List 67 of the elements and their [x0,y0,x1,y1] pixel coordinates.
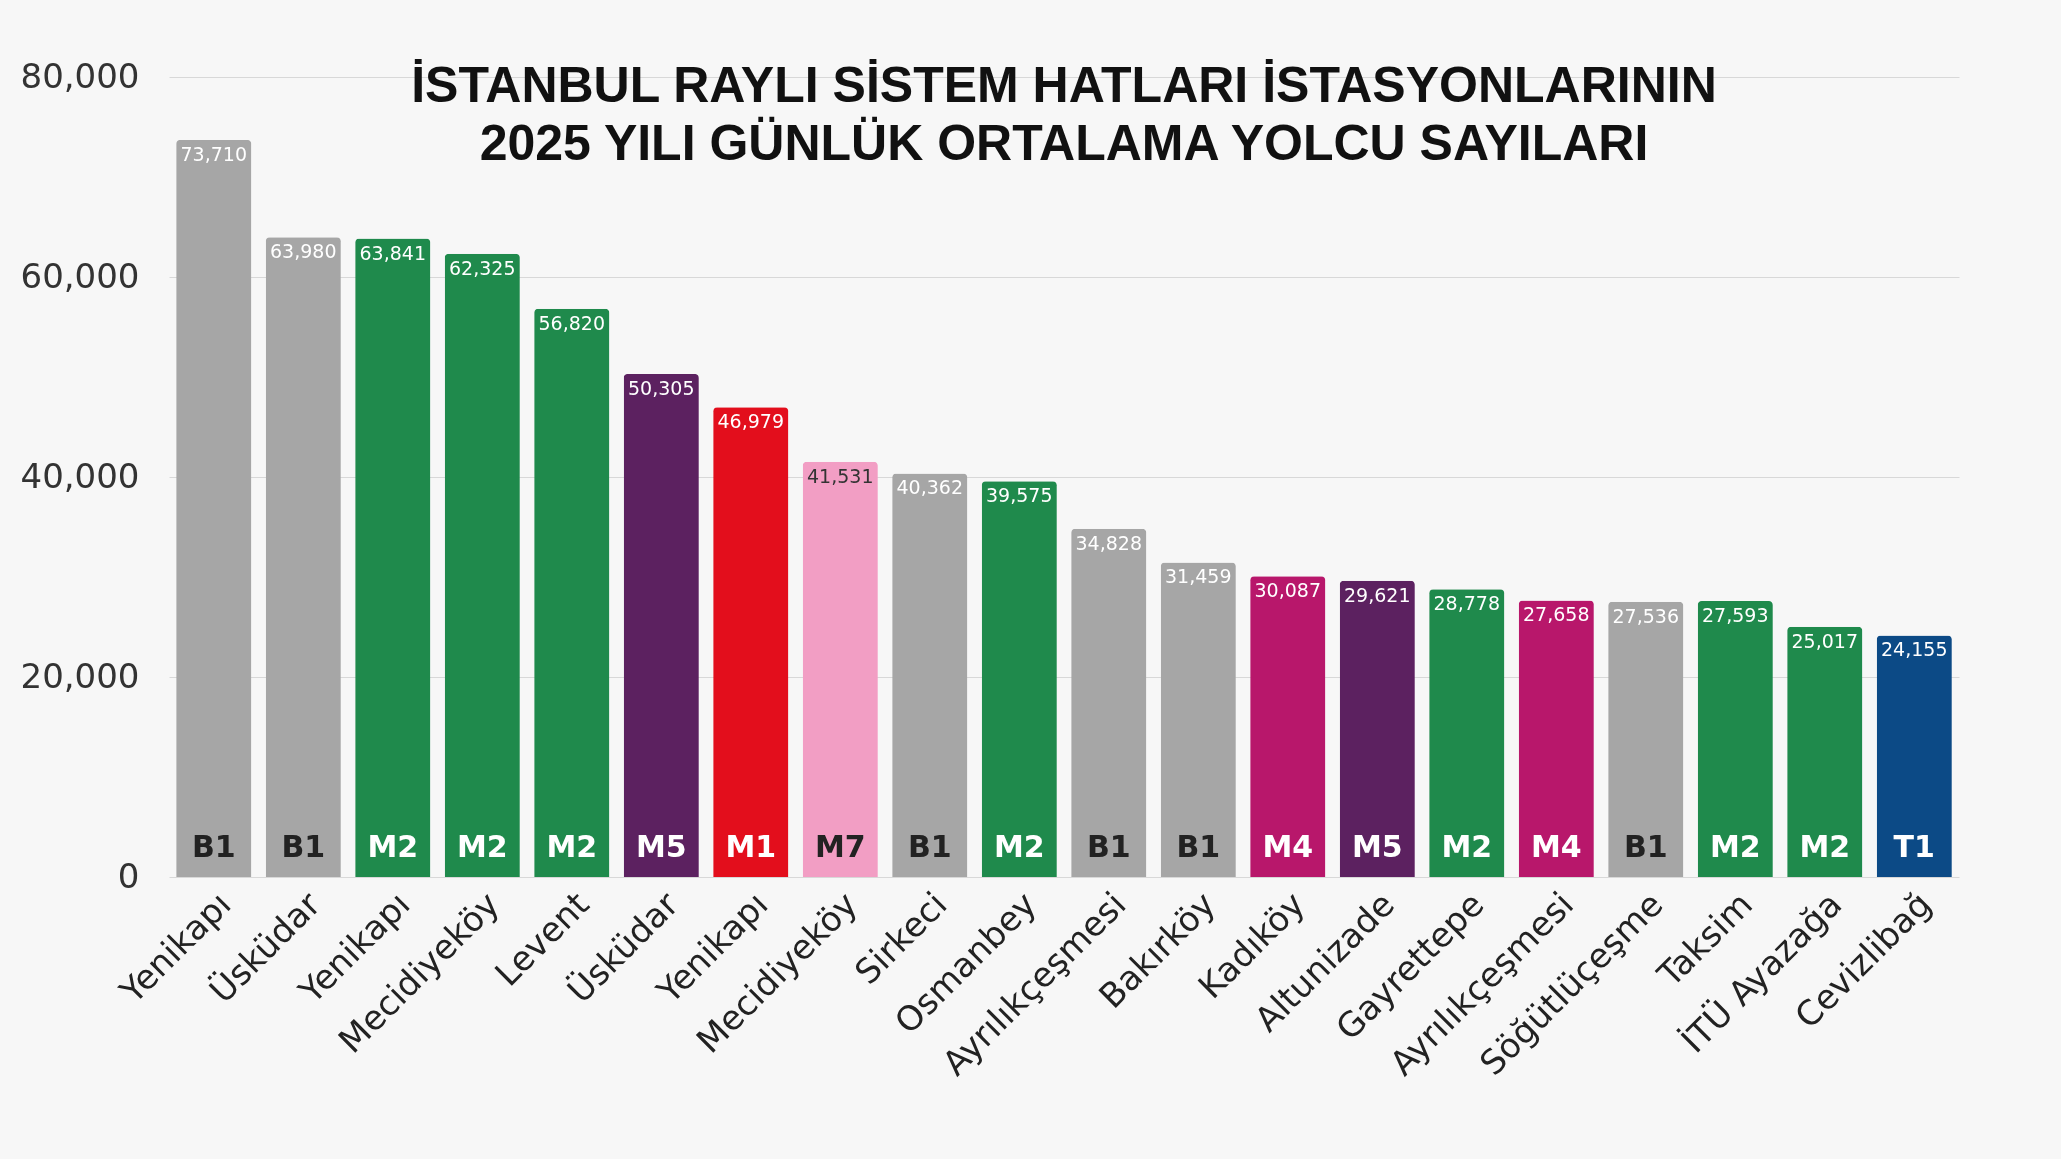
text: İSTANBUL RAYLI SİSTEM HATLARI İSTASYONLARININ [411,57,1717,113]
data-label: 40,362 [896,476,963,499]
bar [713,407,789,877]
data-label: 46,979 [717,410,784,433]
text: 2025 YILI GÜNLÜK ORTALAMA YOLCU SAYILARI [479,115,1649,171]
annotation: M2 [993,829,1045,864]
annotation: B1 [191,829,236,864]
annotation: M1 [725,829,777,864]
bar [444,253,520,877]
data-label: 31,459 [1165,565,1232,588]
bar [176,139,252,877]
data-label: 27,593 [1702,604,1769,627]
annotation: B1 [1623,829,1668,864]
bar [1250,576,1326,877]
data-label: 29,621 [1344,583,1411,606]
bar [1339,580,1415,877]
data-label: 39,575 [986,484,1053,507]
annotation: M7 [814,829,866,864]
data-label: 28,778 [1433,592,1500,615]
bar [1876,635,1952,877]
annotation: M2 [367,829,419,864]
bar [892,473,968,877]
annotation: M2 [1441,829,1493,864]
data-label: 27,658 [1523,603,1590,626]
data-label: 41,531 [807,464,874,487]
annotation: B1 [281,829,326,864]
bar [1160,562,1236,877]
annotation: M4 [1262,829,1314,864]
y-tick-label: 20,000 [20,655,140,696]
data-label: 62,325 [449,256,516,279]
bar [1697,601,1773,877]
annotation: T1 [1893,829,1935,864]
data-label: 63,841 [359,241,426,264]
bar [1429,589,1505,877]
data-label: 24,155 [1881,638,1948,661]
data-label: 56,820 [538,311,605,334]
bar [1071,528,1147,877]
data-label: 30,087 [1254,579,1321,602]
annotation: M2 [1709,829,1761,864]
data-label: 25,017 [1791,629,1858,652]
data-label: 34,828 [1075,531,1142,554]
annotation: B1 [907,829,952,864]
bar [802,461,878,877]
annotation: M2 [456,829,508,864]
data-label: 50,305 [628,376,695,399]
annotation: M5 [635,829,687,864]
y-tick-label: 0 [117,855,140,896]
bar [265,237,341,877]
annotation: M2 [546,829,598,864]
bar [623,373,699,877]
y-tick-label: 80,000 [20,55,140,96]
data-label: 73,710 [180,142,247,165]
annotation: M5 [1351,829,1403,864]
bar [1608,601,1684,877]
y-tick-label: 60,000 [20,255,140,296]
annotation: M2 [1799,829,1851,864]
bar [355,238,431,877]
y-tick-label: 40,000 [20,455,140,496]
annotation: B1 [1176,829,1221,864]
data-label: 27,536 [1612,604,1679,627]
bar [534,308,610,877]
bar [1787,626,1863,877]
bar [981,481,1057,877]
annotation: B1 [1086,829,1131,864]
bar [1518,600,1594,877]
annotation: M4 [1530,829,1582,864]
data-label: 63,980 [270,240,337,263]
